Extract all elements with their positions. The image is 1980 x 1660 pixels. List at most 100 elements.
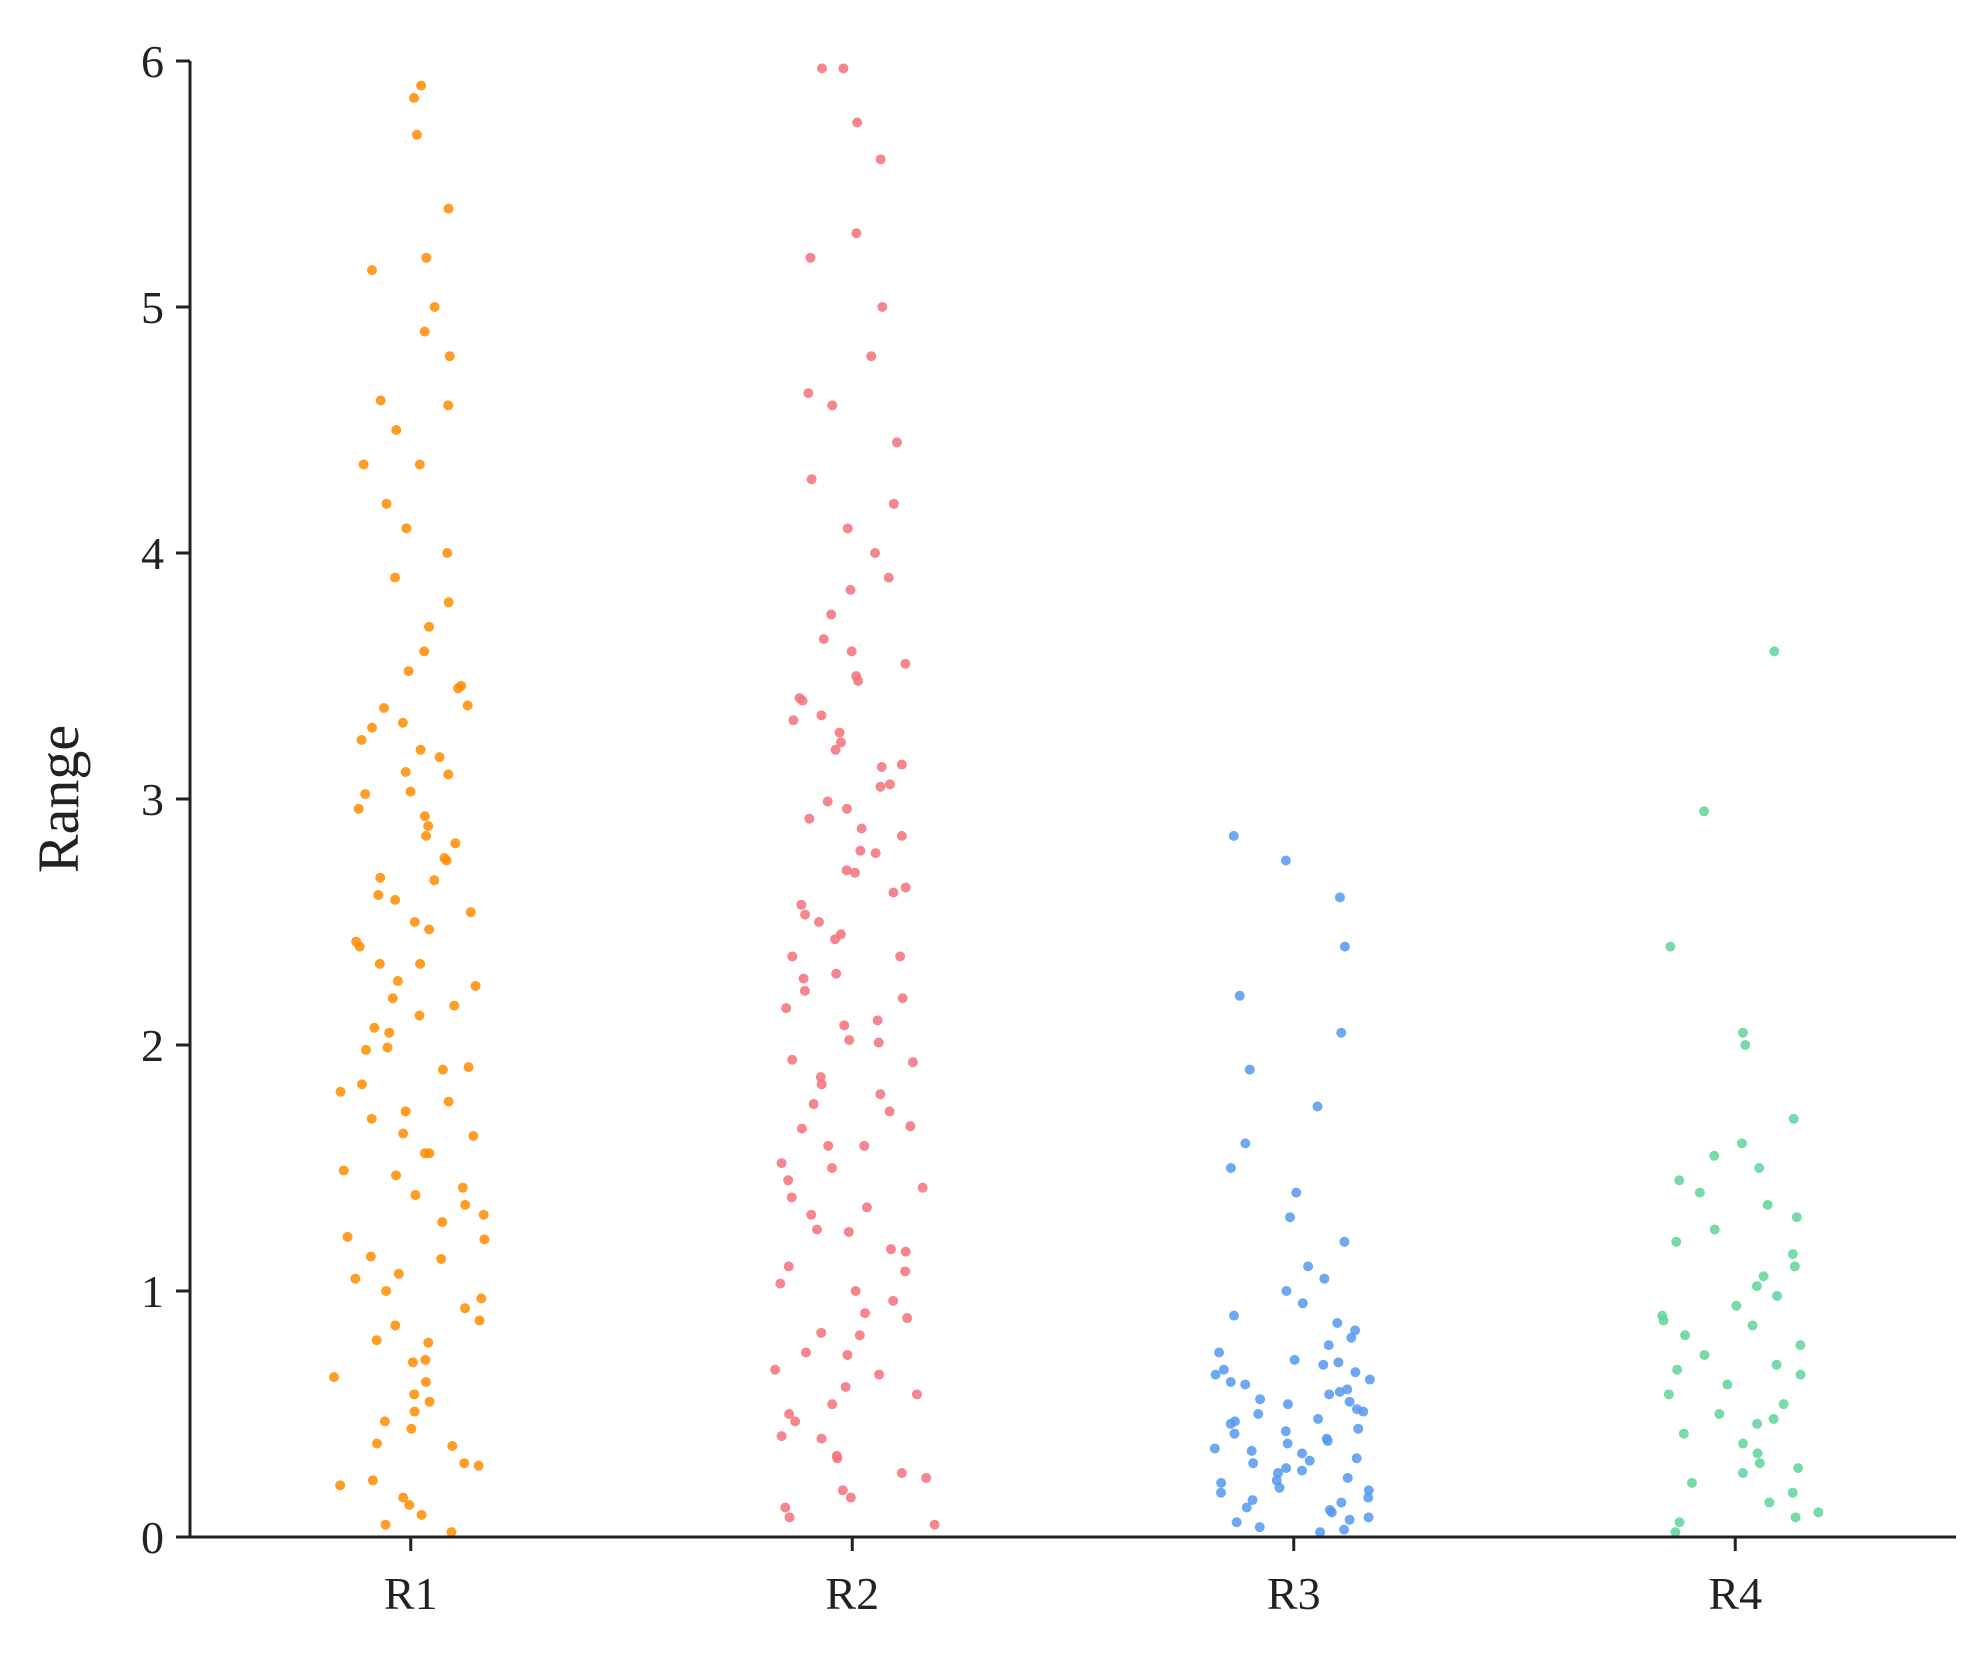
point xyxy=(816,1327,827,1338)
point xyxy=(843,1226,854,1237)
point xyxy=(1740,1040,1751,1050)
point xyxy=(1762,1199,1773,1210)
point xyxy=(875,154,886,165)
point xyxy=(1363,1485,1374,1496)
point xyxy=(379,1416,390,1427)
point xyxy=(419,646,430,657)
point xyxy=(852,117,863,128)
point xyxy=(423,821,434,832)
point xyxy=(1285,1212,1296,1223)
point xyxy=(1336,1497,1347,1508)
point xyxy=(443,1096,454,1107)
point xyxy=(1672,1364,1683,1375)
point xyxy=(420,1377,431,1388)
point xyxy=(1282,1438,1293,1449)
x-tick-label: R4 xyxy=(1708,1568,1762,1619)
point xyxy=(1793,1463,1804,1474)
point xyxy=(1248,1458,1259,1469)
point xyxy=(391,1170,402,1181)
point xyxy=(806,1209,817,1220)
point xyxy=(803,388,814,399)
point xyxy=(1771,1359,1782,1370)
point xyxy=(1752,1418,1763,1429)
point xyxy=(1752,1448,1763,1459)
point xyxy=(800,1347,811,1358)
point xyxy=(846,646,857,657)
point xyxy=(434,752,445,763)
y-tick-label: 2 xyxy=(141,1020,164,1071)
point xyxy=(1731,1300,1742,1311)
point xyxy=(335,1480,346,1491)
point xyxy=(776,1158,787,1169)
point xyxy=(369,1022,380,1033)
point xyxy=(415,958,426,969)
point xyxy=(414,459,425,470)
point xyxy=(826,1163,837,1173)
point xyxy=(787,951,798,962)
point xyxy=(404,1500,415,1511)
point xyxy=(839,1020,850,1031)
point xyxy=(371,1438,382,1449)
point xyxy=(875,1089,886,1100)
point xyxy=(358,459,369,470)
point xyxy=(837,1485,848,1496)
point xyxy=(1225,1377,1236,1388)
point xyxy=(1322,1436,1333,1447)
point xyxy=(387,993,398,1004)
point xyxy=(1289,1354,1300,1365)
point xyxy=(424,1396,435,1407)
point xyxy=(1231,1517,1242,1528)
point xyxy=(1709,1224,1720,1235)
point xyxy=(415,744,426,755)
point xyxy=(1313,1413,1324,1424)
point xyxy=(1216,1487,1227,1498)
point xyxy=(366,265,377,276)
point xyxy=(1346,1332,1357,1343)
point xyxy=(895,951,906,962)
point xyxy=(375,872,386,883)
point xyxy=(799,985,810,996)
point xyxy=(1353,1423,1364,1434)
point xyxy=(1788,1113,1799,1124)
point xyxy=(367,1475,378,1486)
point xyxy=(1678,1428,1689,1439)
point xyxy=(830,744,841,755)
point xyxy=(929,1519,940,1530)
point xyxy=(380,1519,391,1530)
point xyxy=(842,523,853,534)
point xyxy=(866,351,877,362)
point xyxy=(831,968,842,979)
point xyxy=(436,1254,447,1265)
point xyxy=(1229,1416,1240,1427)
point xyxy=(375,395,386,406)
point xyxy=(808,1099,819,1110)
point xyxy=(1315,1527,1326,1538)
point xyxy=(443,400,454,411)
point xyxy=(393,1268,404,1279)
point xyxy=(1671,1236,1682,1247)
point xyxy=(419,811,430,822)
point xyxy=(783,1175,794,1186)
point xyxy=(823,1140,834,1151)
point xyxy=(356,734,367,745)
point xyxy=(1758,1271,1769,1282)
point xyxy=(1210,1369,1221,1380)
point xyxy=(1364,1374,1375,1385)
point xyxy=(844,1035,855,1046)
point xyxy=(1350,1367,1361,1378)
point xyxy=(1787,1249,1798,1260)
point xyxy=(888,498,899,509)
point xyxy=(1334,1386,1345,1397)
point xyxy=(382,1042,393,1053)
point xyxy=(1686,1477,1697,1488)
point xyxy=(1658,1315,1669,1326)
point xyxy=(827,1399,838,1410)
point xyxy=(423,1337,434,1348)
point xyxy=(1342,1472,1353,1483)
point xyxy=(1344,1396,1355,1407)
point xyxy=(822,796,833,807)
point xyxy=(407,1357,418,1368)
point xyxy=(783,1261,794,1272)
point xyxy=(1778,1399,1789,1410)
point xyxy=(1751,1281,1762,1292)
